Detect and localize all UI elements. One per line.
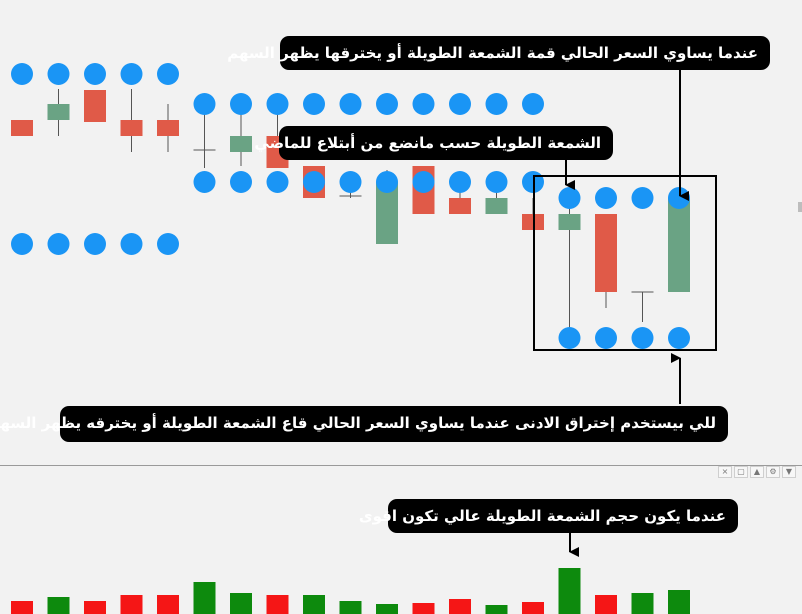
scroll-handle[interactable] bbox=[798, 202, 802, 212]
level-dot bbox=[303, 93, 325, 115]
level-dot bbox=[558, 187, 581, 209]
volume-bar bbox=[339, 601, 362, 614]
top-arrow-callout: عندما يساوي السعر الحالي قمة الشمعة الطو… bbox=[227, 36, 770, 70]
volume-bar bbox=[376, 604, 398, 614]
volume-bar bbox=[84, 601, 106, 614]
bullish-candle-body bbox=[668, 198, 690, 292]
bottom-arrow-callout: للي بيستخدم إختراق الادنى عندما يساوي ال… bbox=[0, 406, 728, 442]
level-dot bbox=[339, 93, 362, 115]
level-dot bbox=[230, 171, 252, 193]
level-dot bbox=[595, 327, 617, 349]
level-dot bbox=[522, 93, 544, 115]
restore-icon[interactable]: ▢ bbox=[734, 466, 748, 478]
level-dot bbox=[120, 63, 143, 85]
volume-bar bbox=[522, 602, 544, 614]
bullish-candle-body bbox=[47, 104, 70, 120]
bearish-candle-body bbox=[449, 198, 471, 214]
volume-bar bbox=[668, 590, 690, 614]
level-dot bbox=[47, 233, 70, 255]
volume-bar bbox=[631, 593, 654, 614]
level-dot bbox=[595, 187, 617, 209]
long-candle-callout: الشمعة الطويلة حسب مانضع من أبتلاع للماض… bbox=[254, 126, 613, 160]
volume-bar bbox=[485, 605, 508, 614]
level-dot bbox=[266, 171, 289, 193]
level-dot bbox=[631, 327, 654, 349]
level-dot bbox=[193, 93, 216, 115]
volume-bar bbox=[230, 593, 252, 614]
bullish-candle-body bbox=[230, 136, 252, 152]
level-dot bbox=[558, 327, 581, 349]
volume-bar bbox=[11, 601, 33, 614]
close-icon[interactable]: × bbox=[718, 466, 732, 478]
level-dot bbox=[412, 171, 435, 193]
level-dot bbox=[47, 63, 70, 85]
level-dot bbox=[266, 93, 289, 115]
volume-bar bbox=[303, 595, 325, 614]
level-dot bbox=[668, 327, 690, 349]
level-dot bbox=[11, 233, 33, 255]
indicator-pane-toolbar: × ▢ ▲ ⚙ ▼ bbox=[718, 466, 796, 478]
move-down-icon[interactable]: ▼ bbox=[782, 466, 796, 478]
level-dot bbox=[230, 93, 252, 115]
bearish-candle-body bbox=[11, 120, 33, 136]
volume-bar bbox=[595, 595, 617, 614]
volume-callout: عندما يكون حجم الشمعة الطويلة عالي تكون … bbox=[359, 499, 738, 533]
bearish-candle-body bbox=[120, 120, 143, 136]
volume-bar bbox=[157, 595, 179, 614]
bullish-candle-body bbox=[376, 182, 398, 244]
level-dot bbox=[485, 171, 508, 193]
level-dot bbox=[84, 63, 106, 85]
volume-bar bbox=[558, 568, 581, 614]
support-resistance-dots-layer bbox=[11, 63, 690, 349]
level-dot bbox=[157, 233, 179, 255]
bullish-candle-body bbox=[558, 214, 581, 230]
level-dot bbox=[449, 93, 471, 115]
volume-bar bbox=[47, 597, 70, 614]
level-dot bbox=[376, 171, 398, 193]
level-dot bbox=[157, 63, 179, 85]
volume-bar bbox=[449, 599, 471, 614]
level-dot bbox=[631, 187, 654, 209]
move-up-icon[interactable]: ▲ bbox=[750, 466, 764, 478]
level-dot bbox=[449, 171, 471, 193]
level-dot bbox=[11, 63, 33, 85]
level-dot bbox=[485, 93, 508, 115]
volume-bar bbox=[412, 603, 435, 614]
level-dot bbox=[412, 93, 435, 115]
level-dot bbox=[120, 233, 143, 255]
bearish-candle-body bbox=[84, 90, 106, 122]
volume-bar bbox=[120, 595, 143, 614]
level-dot bbox=[376, 93, 398, 115]
volume-bar bbox=[266, 595, 289, 614]
level-dot bbox=[84, 233, 106, 255]
highlight-box bbox=[533, 175, 717, 351]
bearish-candle-body bbox=[157, 120, 179, 136]
volume-bars-layer bbox=[11, 568, 690, 614]
level-dot bbox=[339, 171, 362, 193]
bearish-candle-body bbox=[595, 214, 617, 292]
volume-bar bbox=[193, 582, 216, 614]
properties-icon[interactable]: ⚙ bbox=[766, 466, 780, 478]
bullish-candle-body bbox=[485, 198, 508, 214]
level-dot bbox=[193, 171, 216, 193]
level-dot bbox=[303, 171, 325, 193]
